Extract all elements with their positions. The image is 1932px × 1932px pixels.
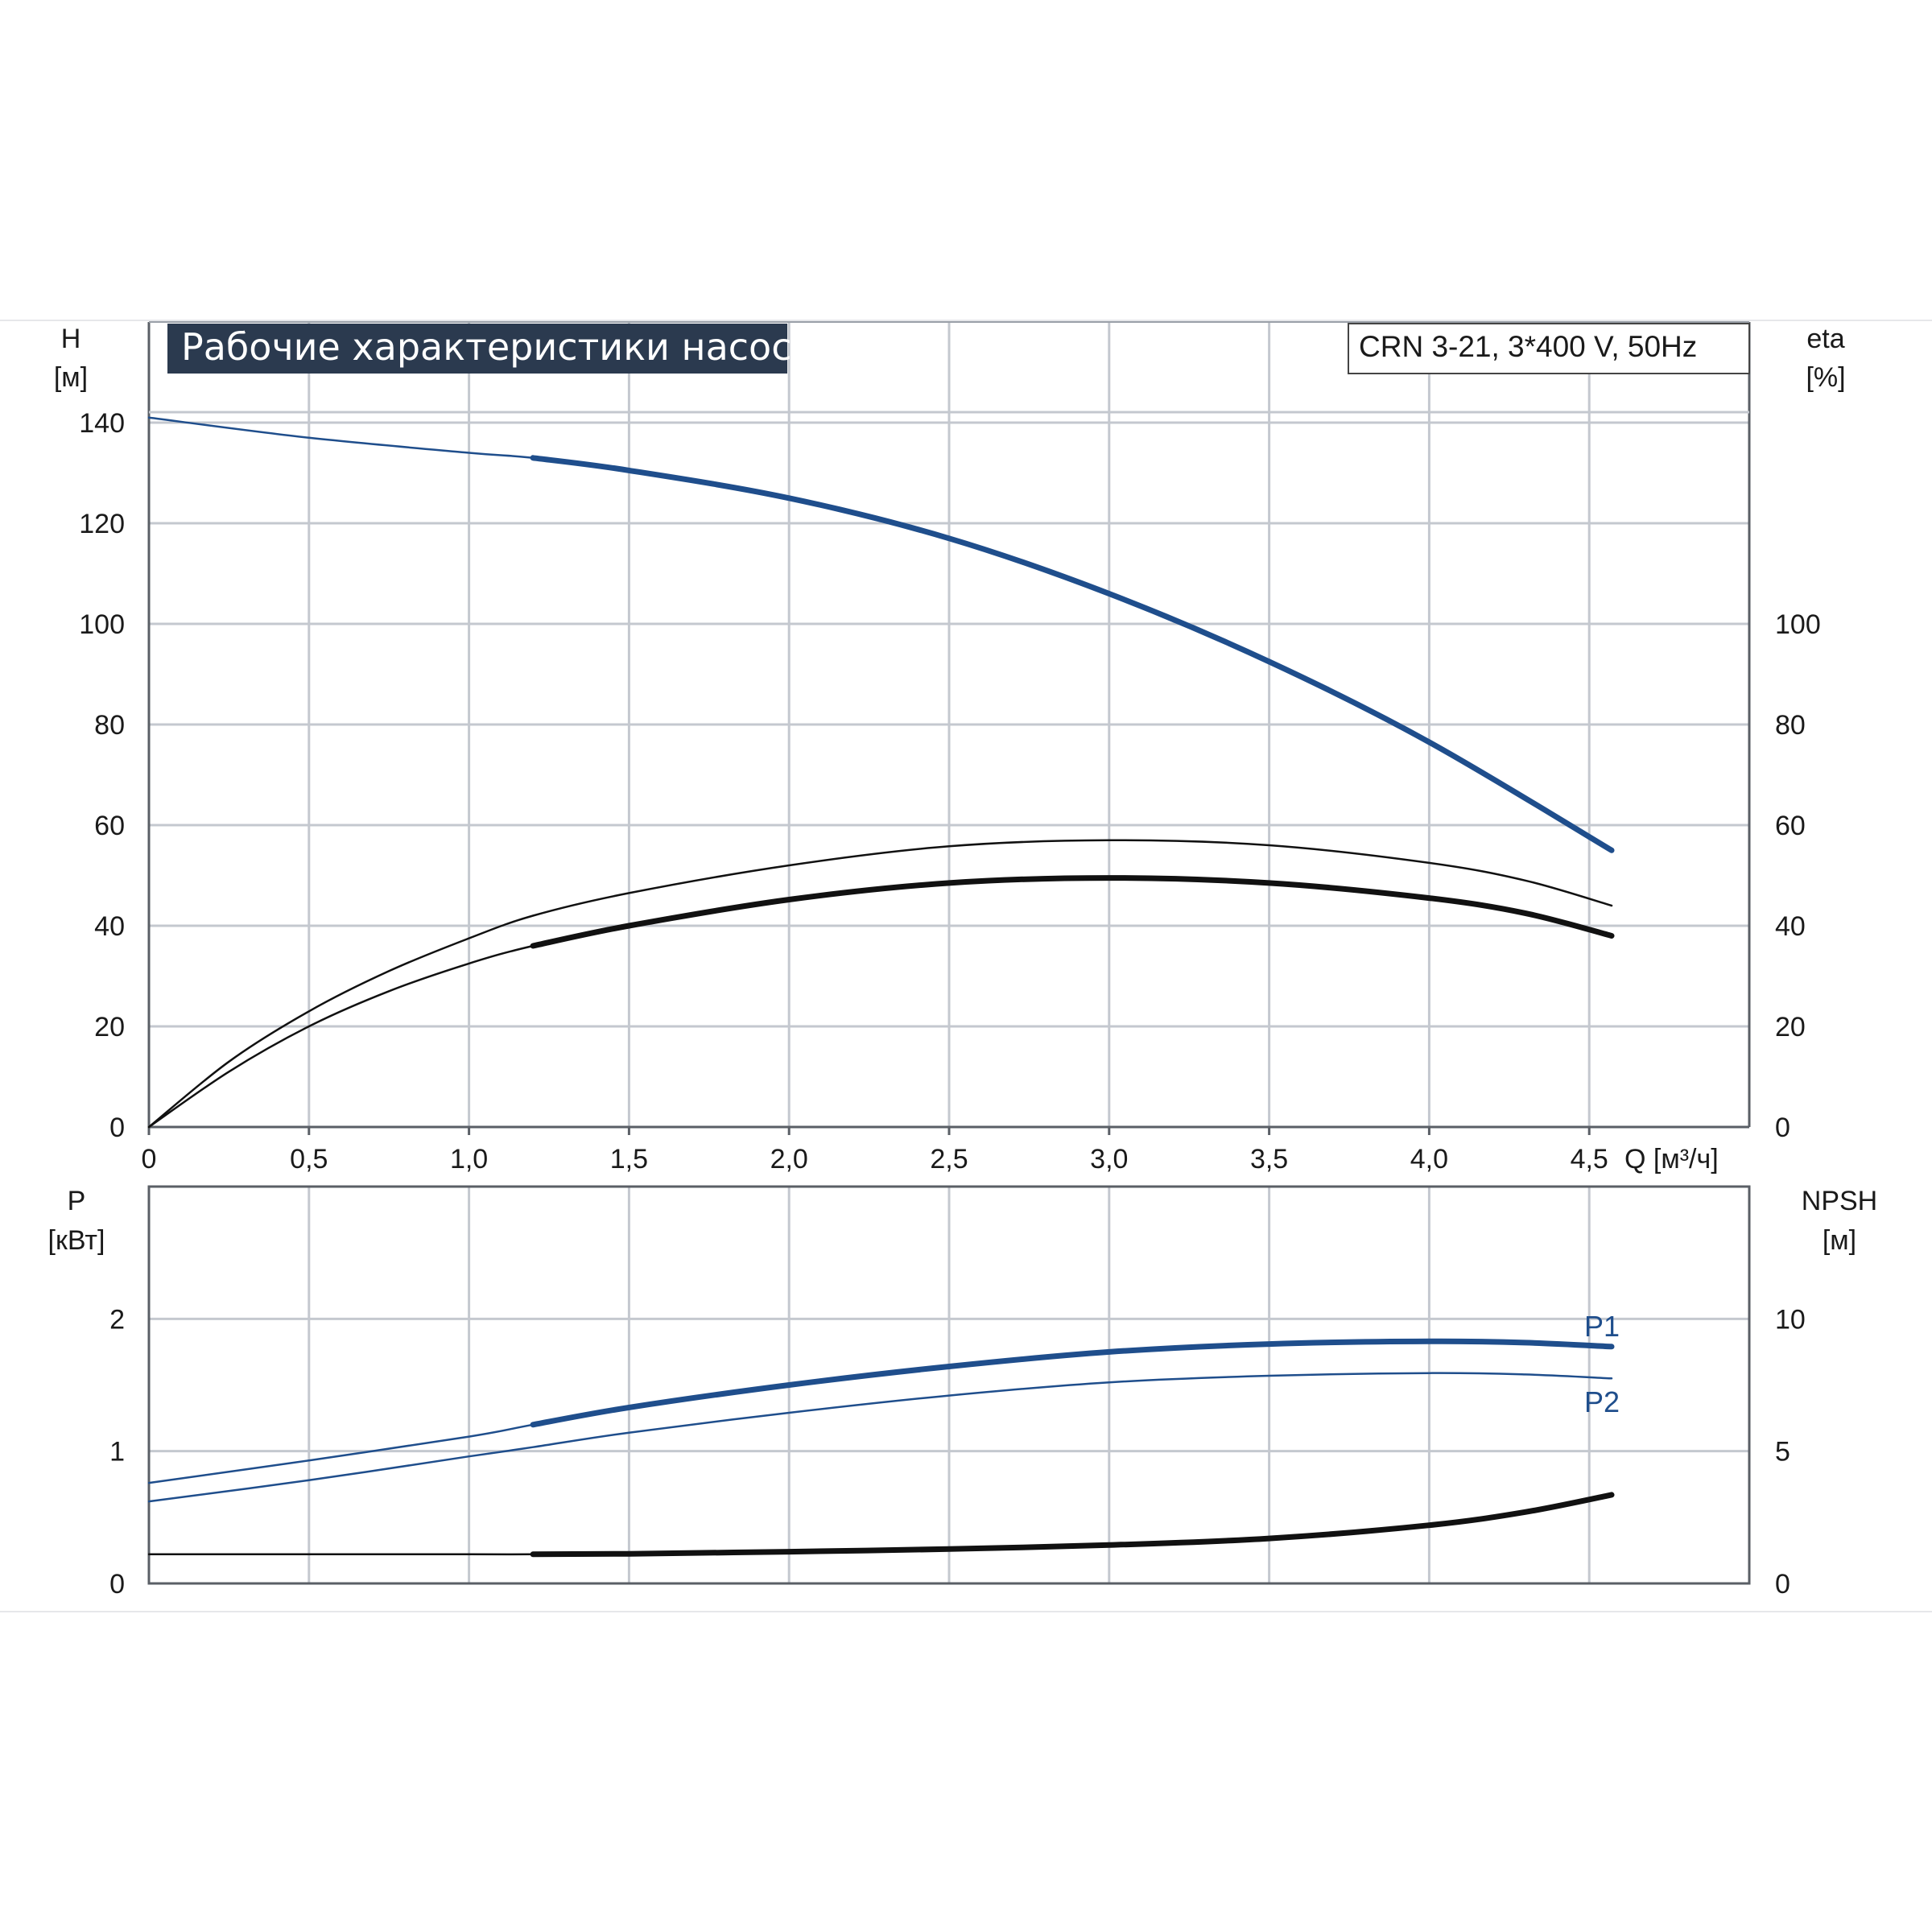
x-tick-label: 4,0 <box>1410 1144 1448 1174</box>
lower-bold-line-NPSH <box>530 1492 1615 1558</box>
upper-line-H <box>147 416 1613 852</box>
series-label-p2: P2 <box>1584 1385 1620 1418</box>
eta-axis-unit: [%] <box>1806 362 1845 393</box>
lower-grid <box>149 1187 1749 1583</box>
x-tick-label: 2,5 <box>930 1144 968 1174</box>
title-box <box>167 324 787 374</box>
x-tick-label: 0,5 <box>290 1144 328 1174</box>
upper-bold-line-eta-pump <box>530 875 1615 949</box>
eta-tick-label: 0 <box>1775 1113 1790 1143</box>
npsh-axis-unit: [м] <box>1823 1225 1856 1256</box>
lower-curves <box>147 1338 1615 1558</box>
x-tick-label: 4,5 <box>1571 1144 1608 1174</box>
lower-bold-line-P1 <box>530 1338 1615 1428</box>
upper-bold-line-H <box>530 455 1615 853</box>
lower-tick-labels: 0 1 2 0 5 10 <box>109 1304 1806 1600</box>
p-axis-symbol: P <box>68 1186 86 1216</box>
p-tick-label: 0 <box>109 1569 125 1600</box>
h-tick-label: 140 <box>79 408 125 439</box>
upper-grid <box>149 322 1749 1127</box>
lower-line-P2 <box>147 1372 1613 1503</box>
eta-tick-label: 80 <box>1775 710 1806 741</box>
h-tick-label: 20 <box>94 1012 125 1042</box>
chart-title: Рабочие характеристики насоса <box>181 325 815 369</box>
eta-tick-label: 40 <box>1775 911 1806 942</box>
lower-line-P1 <box>147 1340 1613 1484</box>
eta-tick-label: 60 <box>1775 811 1806 841</box>
h-tick-label: 60 <box>94 811 125 841</box>
q-axis-label: Q [м³/ч] <box>1624 1144 1719 1174</box>
npsh-tick-label: 5 <box>1775 1437 1790 1468</box>
model-label: CRN 3-21, 3*400 V, 50Hz <box>1359 330 1697 363</box>
npsh-axis-symbol: NPSH <box>1802 1186 1877 1216</box>
h-tick-label: 0 <box>109 1113 125 1143</box>
upper-tick-labels: 0 0,5 1,0 1,5 2,0 2,5 3,0 3,5 4,0 4,5 0 20 40 60 80 100… <box>79 408 1820 1174</box>
h-tick-label: 120 <box>79 509 125 539</box>
lower-panel-frame <box>147 1185 1751 1585</box>
x-tick-label: 1,5 <box>610 1144 648 1174</box>
h-tick-label: 80 <box>94 710 125 741</box>
x-tick-label: 1,0 <box>450 1144 488 1174</box>
p-tick-label: 2 <box>109 1304 125 1335</box>
eta-axis-symbol: eta <box>1806 324 1844 354</box>
h-tick-label: 100 <box>79 609 125 640</box>
x-tick-label: 2,0 <box>770 1144 808 1174</box>
upper-curves <box>147 416 1615 1129</box>
x-tick-label: 3,0 <box>1090 1144 1128 1174</box>
x-tick-label: 3,5 <box>1250 1144 1288 1174</box>
h-axis-symbol: H <box>61 324 81 354</box>
x-tick-label: 0 <box>142 1144 157 1174</box>
npsh-tick-label: 0 <box>1775 1569 1790 1600</box>
upper-line-eta-total <box>147 839 1613 1129</box>
series-label-p1: P1 <box>1584 1310 1620 1343</box>
lower-line-NPSH <box>147 1493 1613 1556</box>
eta-tick-label: 100 <box>1775 609 1821 640</box>
p-axis-unit: [кВт] <box>48 1225 105 1256</box>
upper-line-eta-pump <box>147 877 1613 1129</box>
eta-tick-label: 20 <box>1775 1012 1806 1042</box>
model-box <box>1348 323 1750 374</box>
p-tick-label: 1 <box>109 1437 125 1468</box>
h-tick-label: 40 <box>94 911 125 942</box>
h-axis-unit: [м] <box>54 362 88 393</box>
npsh-tick-label: 10 <box>1775 1304 1806 1335</box>
